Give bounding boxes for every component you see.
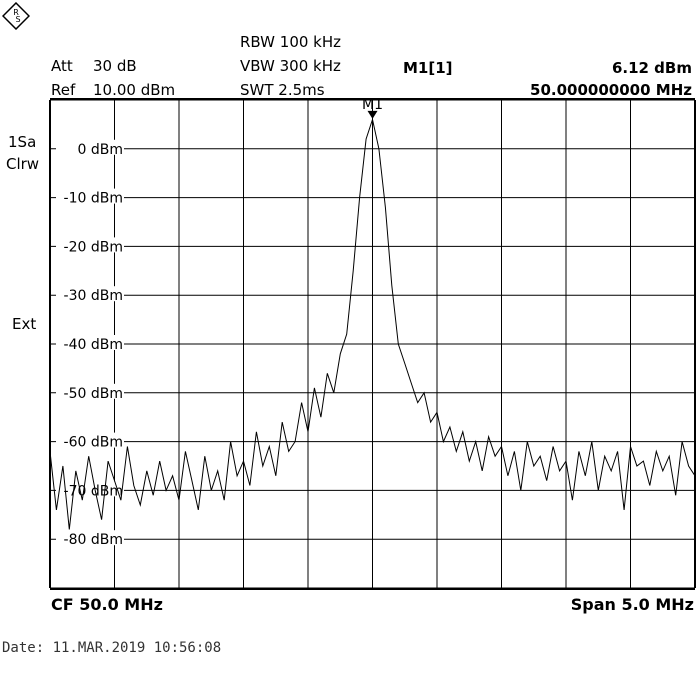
y-tick-label-bg — [56, 530, 124, 546]
y-tick-label-bg — [56, 432, 124, 448]
trace-mode-line2: Clrw — [6, 155, 40, 173]
att-value: 30 dB — [93, 57, 137, 75]
plot-grid — [49, 99, 696, 589]
marker-name: M1[1] — [403, 59, 453, 77]
marker-level: 6.12 dBm — [611, 59, 692, 77]
sweep-time-setting: SWT 2.5ms — [240, 81, 325, 99]
y-tick-label: -30 dBm — [64, 288, 123, 304]
y-tick-label-bg — [56, 383, 124, 399]
y-tick-label: -70 dBm — [64, 483, 123, 499]
y-tick-label-bg — [56, 188, 124, 204]
trace-mode-line1: 1Sa — [8, 133, 37, 151]
spectrum-trace — [49, 117, 696, 530]
center-frequency: CF 50.0 MHz — [51, 595, 163, 614]
y-tick-label: 0 dBm — [78, 142, 124, 158]
ref-label: Ref — [51, 81, 76, 99]
plot-bottom-border — [50, 588, 695, 590]
timestamp: Date: 11.MAR.2019 10:56:08 — [2, 640, 222, 656]
svg-text:S: S — [15, 15, 20, 24]
y-tick-label: -50 dBm — [64, 386, 123, 402]
y-tick-label-bg — [56, 237, 124, 253]
y-tick-label: -10 dBm — [64, 191, 123, 207]
vbw-setting: VBW 300 kHz — [240, 57, 341, 75]
rohde-schwarz-logo-icon: R S — [2, 2, 30, 30]
rbw-setting: RBW 100 kHz — [240, 33, 342, 51]
svg-text:R: R — [13, 8, 19, 17]
span: Span 5.0 MHz — [570, 595, 694, 614]
marker-frequency: 50.000000000 MHz — [530, 81, 692, 99]
y-tick-label: -40 dBm — [64, 337, 123, 353]
y-axis-labels: 0 dBm -10 dBm -20 dBm -30 dBm -40 dBm -50 dBm… — [56, 139, 124, 548]
marker-triangle-icon — [367, 110, 378, 119]
trigger-source: Ext — [12, 315, 37, 333]
att-label: Att — [51, 57, 73, 75]
plot-top-border — [50, 98, 695, 100]
y-tick-label-bg — [56, 139, 124, 155]
ref-value: 10.00 dBm — [93, 81, 176, 99]
y-tick-label-bg — [56, 286, 124, 302]
marker-label: M1 — [362, 97, 383, 113]
y-tick-label-bg — [56, 335, 124, 350]
y-tick-label: -20 dBm — [64, 239, 123, 255]
y-tick-label: -60 dBm — [64, 435, 123, 451]
y-tick-label: -80 dBm — [64, 532, 123, 548]
marker-m1: M1 — [362, 97, 383, 119]
